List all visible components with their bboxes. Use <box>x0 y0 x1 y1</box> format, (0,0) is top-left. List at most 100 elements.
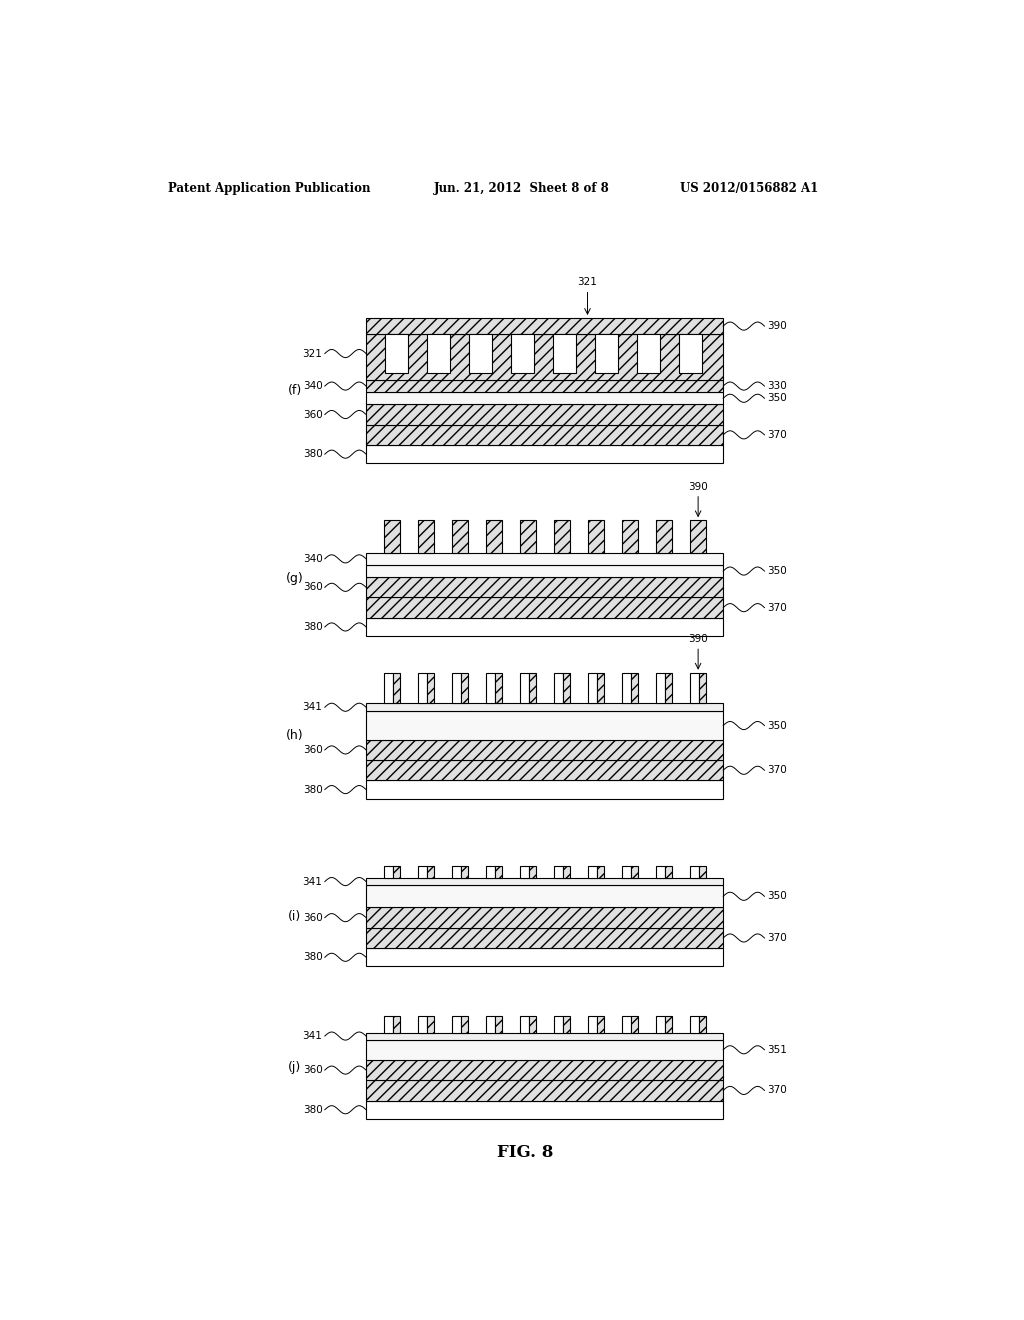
Bar <box>486 673 495 704</box>
Text: 340: 340 <box>303 554 323 564</box>
Bar <box>461 673 468 704</box>
Text: FIG. 8: FIG. 8 <box>497 1144 553 1160</box>
Bar <box>367 907 723 928</box>
Text: 341: 341 <box>302 702 323 713</box>
Bar <box>367 948 723 966</box>
Bar <box>367 1032 723 1040</box>
Bar <box>520 673 528 704</box>
Bar <box>554 520 570 553</box>
Bar <box>622 520 638 553</box>
Bar <box>367 318 723 334</box>
Bar <box>452 673 461 704</box>
Text: 330: 330 <box>767 381 786 391</box>
Bar <box>452 1016 461 1032</box>
Bar <box>656 1016 665 1032</box>
Bar <box>461 1016 468 1032</box>
Bar <box>495 1016 502 1032</box>
Bar <box>690 866 699 878</box>
Bar <box>679 334 702 372</box>
Bar <box>528 1016 537 1032</box>
Bar <box>367 334 723 380</box>
Text: 321: 321 <box>302 348 323 359</box>
Bar <box>367 1040 723 1060</box>
Bar <box>367 704 723 711</box>
Bar <box>495 866 502 878</box>
Bar <box>486 520 502 553</box>
Bar <box>553 334 577 372</box>
Text: (f): (f) <box>288 384 302 397</box>
Bar <box>418 1016 427 1032</box>
Bar <box>418 520 434 553</box>
Bar <box>384 673 393 704</box>
Bar <box>367 878 723 886</box>
Bar <box>393 1016 400 1032</box>
Bar <box>554 866 563 878</box>
Text: Patent Application Publication: Patent Application Publication <box>168 182 371 195</box>
Bar <box>384 866 393 878</box>
Bar <box>622 673 631 704</box>
Bar <box>520 1016 528 1032</box>
Text: 390: 390 <box>688 634 708 644</box>
Text: 351: 351 <box>767 1045 786 1055</box>
Bar <box>461 866 468 878</box>
Text: 350: 350 <box>767 566 786 576</box>
Text: 380: 380 <box>303 784 323 795</box>
Bar <box>427 1016 434 1032</box>
Bar <box>367 928 723 948</box>
Bar <box>452 520 468 553</box>
Bar <box>367 1080 723 1101</box>
Text: 390: 390 <box>767 321 786 331</box>
Bar <box>367 404 723 425</box>
Text: 350: 350 <box>767 891 786 902</box>
Bar <box>563 1016 570 1032</box>
Bar <box>367 553 723 565</box>
Bar <box>520 520 537 553</box>
Text: 370: 370 <box>767 766 786 775</box>
Bar <box>452 866 461 878</box>
Bar <box>631 866 638 878</box>
Text: 360: 360 <box>303 582 323 593</box>
Text: 380: 380 <box>303 1105 323 1115</box>
Bar <box>384 1016 393 1032</box>
Bar <box>384 520 400 553</box>
Bar <box>665 673 672 704</box>
Bar <box>367 886 723 907</box>
Bar <box>367 711 723 739</box>
Bar <box>554 1016 563 1032</box>
Text: 380: 380 <box>303 449 323 459</box>
Bar <box>637 334 660 372</box>
Bar <box>367 739 723 760</box>
Bar <box>511 334 535 372</box>
Text: 380: 380 <box>303 952 323 962</box>
Bar <box>520 866 528 878</box>
Bar <box>427 334 451 372</box>
Bar <box>367 565 723 577</box>
Text: (g): (g) <box>286 572 303 585</box>
Bar <box>690 520 707 553</box>
Text: 370: 370 <box>767 1085 786 1096</box>
Bar <box>427 673 434 704</box>
Bar <box>588 520 604 553</box>
Text: (i): (i) <box>288 909 301 923</box>
Text: 341: 341 <box>302 1031 323 1041</box>
Bar <box>588 866 597 878</box>
Bar <box>699 1016 707 1032</box>
Bar <box>622 866 631 878</box>
Text: Jun. 21, 2012  Sheet 8 of 8: Jun. 21, 2012 Sheet 8 of 8 <box>433 182 609 195</box>
Bar <box>597 866 604 878</box>
Bar <box>367 445 723 463</box>
Text: 360: 360 <box>303 409 323 420</box>
Bar <box>597 673 604 704</box>
Bar <box>597 1016 604 1032</box>
Bar <box>393 673 400 704</box>
Text: US 2012/0156882 A1: US 2012/0156882 A1 <box>680 182 818 195</box>
Bar <box>699 866 707 878</box>
Bar <box>665 1016 672 1032</box>
Bar <box>367 1060 723 1080</box>
Text: 370: 370 <box>767 933 786 942</box>
Bar <box>588 673 597 704</box>
Text: 350: 350 <box>767 721 786 730</box>
Bar <box>495 673 502 704</box>
Bar <box>367 598 723 618</box>
Text: 360: 360 <box>303 1065 323 1074</box>
